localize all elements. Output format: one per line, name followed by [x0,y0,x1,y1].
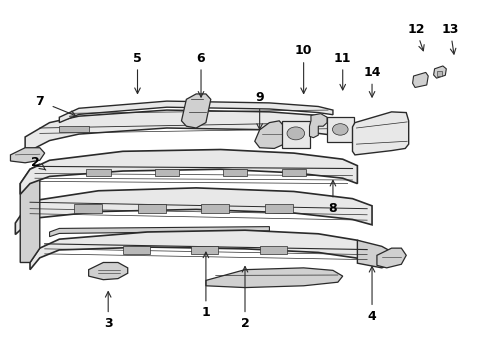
Text: 1: 1 [201,306,210,319]
Bar [123,246,150,253]
Bar [191,246,218,253]
Text: 2: 2 [30,156,39,168]
Bar [155,168,179,176]
Text: 5: 5 [133,51,142,64]
PathPatch shape [413,72,428,87]
PathPatch shape [352,112,409,155]
PathPatch shape [30,230,372,270]
PathPatch shape [377,248,406,268]
Bar [282,168,306,176]
Text: 9: 9 [255,91,264,104]
Text: 4: 4 [368,310,376,323]
Text: 13: 13 [441,23,459,36]
Bar [201,204,229,213]
Circle shape [287,127,305,140]
PathPatch shape [20,164,40,262]
Text: 3: 3 [104,317,113,330]
Text: 6: 6 [196,51,205,64]
Bar [327,117,354,142]
Text: 2: 2 [241,317,249,330]
PathPatch shape [25,110,333,153]
Text: 7: 7 [35,95,44,108]
PathPatch shape [434,66,446,78]
Text: 14: 14 [363,66,381,79]
Bar [74,204,102,213]
PathPatch shape [357,240,392,268]
PathPatch shape [89,262,128,280]
Text: 11: 11 [334,51,351,64]
Bar [86,168,111,176]
Bar [282,121,310,148]
Bar [437,71,442,76]
Bar [223,168,247,176]
PathPatch shape [10,148,45,163]
PathPatch shape [49,226,270,237]
PathPatch shape [255,121,284,148]
Circle shape [332,124,348,135]
FancyBboxPatch shape [59,126,89,132]
PathPatch shape [310,114,327,138]
PathPatch shape [15,188,372,234]
Text: 12: 12 [407,23,425,36]
PathPatch shape [59,101,333,123]
Text: 10: 10 [295,44,313,57]
Bar [138,204,166,213]
Text: 8: 8 [329,202,337,215]
Bar [260,246,287,253]
PathPatch shape [181,94,211,128]
Bar [265,204,293,213]
PathPatch shape [206,268,343,288]
PathPatch shape [20,149,357,194]
